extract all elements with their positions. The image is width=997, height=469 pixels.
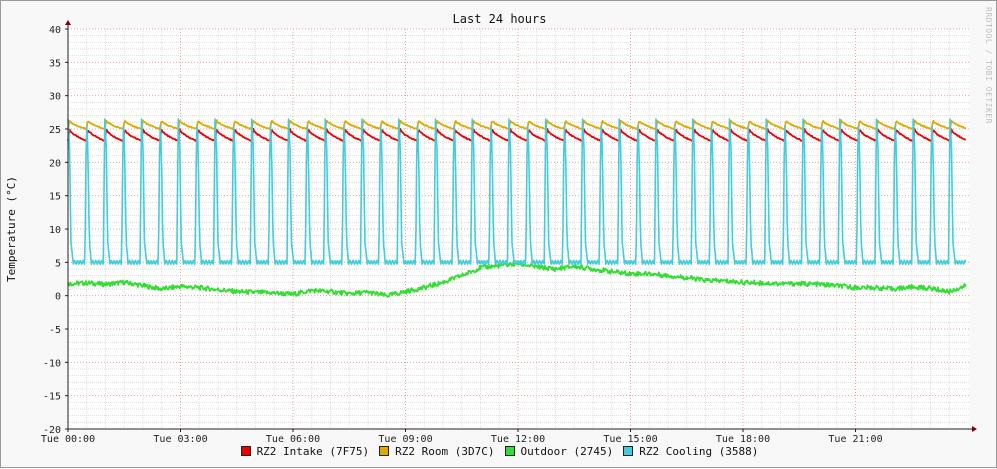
watermark: RRDTOOL / TOBI OETIKER [984, 7, 993, 124]
legend-item: RZ2 Cooling (3588) [623, 445, 758, 458]
legend-label: Outdoor (2745) [520, 445, 614, 458]
legend-swatch [504, 446, 515, 456]
y-tick-label: -10 [43, 358, 61, 369]
legend-item: Outdoor (2745) [504, 445, 614, 458]
y-tick-label: 40 [49, 25, 61, 36]
legend-label: RZ2 Room (3D7C) [395, 445, 495, 458]
x-axis-arrow [972, 426, 977, 432]
chart-title: Last 24 hours [452, 12, 547, 26]
y-tick-label: 35 [49, 58, 61, 69]
y-tick-label: 5 [55, 258, 61, 269]
series-layer [67, 118, 967, 298]
y-tick-label: 15 [49, 192, 61, 203]
x-tick-label: Tue 09:00 [378, 434, 432, 445]
x-tick-label: Tue 00:00 [41, 434, 95, 445]
axes-layer [65, 20, 977, 432]
legend-label: RZ2 Cooling (3588) [639, 445, 759, 458]
legend-swatch [379, 446, 390, 456]
legend-label: RZ2 Intake (7F75) [256, 445, 370, 458]
y-tick-label: 30 [49, 92, 61, 103]
legend-item: RZ2 Room (3D7C) [379, 445, 495, 458]
series-line [67, 119, 967, 131]
x-tick-label: Tue 06:00 [266, 434, 320, 445]
y-axis-label: Temperature (°C) [5, 176, 18, 282]
x-tick-label: Tue 12:00 [491, 434, 545, 445]
x-tick-label: Tue 18:00 [716, 434, 770, 445]
legend-swatch [240, 446, 251, 456]
grid-major [67, 28, 969, 430]
y-tick-label: -15 [43, 392, 61, 403]
y-tick-label: 0 [55, 292, 61, 303]
y-tick-label: 10 [49, 225, 61, 236]
x-tick-label: Tue 03:00 [153, 434, 207, 445]
legend-item: RZ2 Intake (7F75) [240, 445, 370, 458]
legend: RZ2 Intake (7F75) RZ2 Room (3D7C) Outdoor … [1, 445, 997, 458]
series-line [67, 127, 967, 143]
y-tick-label: 20 [49, 158, 61, 169]
legend-swatch [623, 446, 634, 456]
tick-labels: -20 -15 -10 -5 0 5 10 15 20 25 30 35 40 Tue 00:00 Tue … [41, 25, 883, 445]
x-tick-label: Tue 21:00 [828, 434, 882, 445]
y-tick-label: -20 [43, 425, 61, 436]
y-tick-label: -5 [49, 325, 61, 336]
x-tick-label: Tue 15:00 [603, 434, 657, 445]
series-line [67, 118, 967, 266]
y-tick-label: 25 [49, 125, 61, 136]
y-axis-arrow [65, 20, 71, 25]
